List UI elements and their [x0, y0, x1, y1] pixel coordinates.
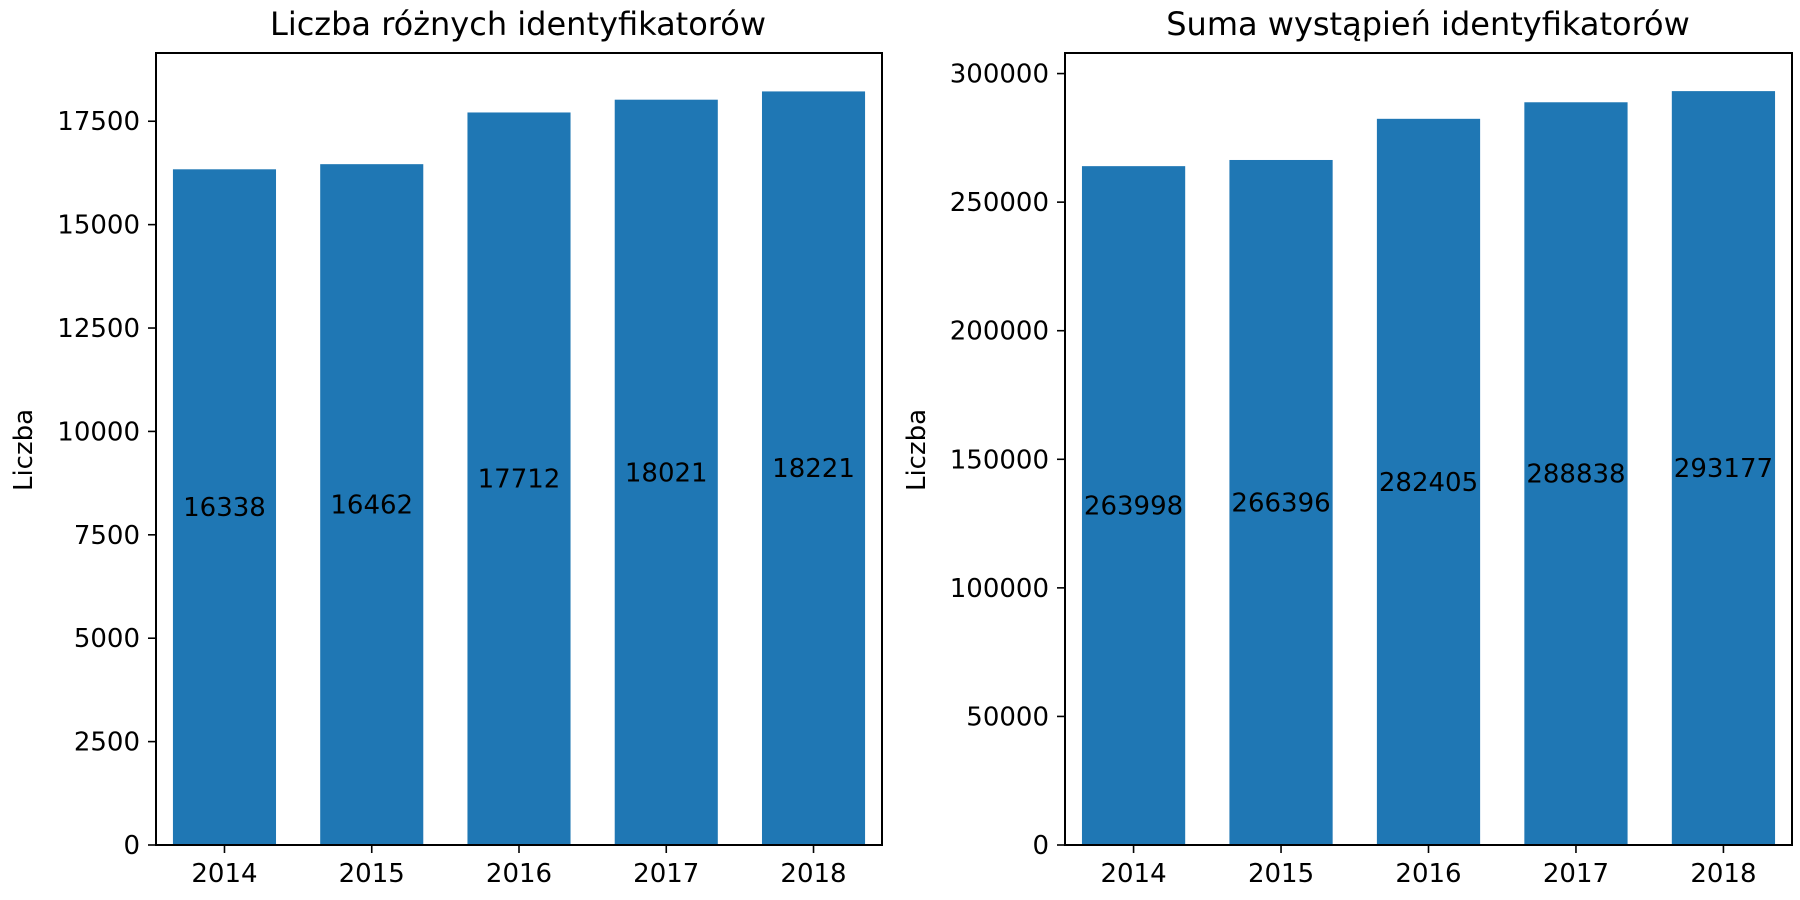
y-tick-label: 12500: [57, 314, 140, 344]
x-tick-label: 2018: [780, 859, 846, 889]
y-tick-label: 7500: [74, 521, 140, 551]
y-axis-label: Liczba: [9, 409, 39, 491]
bar-2015: [320, 164, 424, 846]
x-tick-label: 2016: [486, 859, 552, 889]
y-axis-ticks: 0 2500 5000 7500 10000 12500 15000 17500: [57, 107, 156, 861]
bar-2015: [1229, 159, 1333, 846]
data-label-2018: 293177: [1674, 454, 1773, 484]
chart-title: Suma wystąpień identyfikatorów: [1166, 5, 1690, 43]
bar-2018: [761, 91, 866, 846]
x-tick-label: 2017: [633, 859, 699, 889]
bars: [1081, 91, 1776, 846]
data-label-2015: 266396: [1231, 488, 1330, 518]
y-tick-label: 15000: [57, 211, 140, 241]
data-label-2016: 17712: [478, 465, 561, 495]
y-tick-label: 250000: [950, 188, 1049, 218]
data-label-2016: 282405: [1379, 468, 1478, 498]
x-axis-ticks: 2014 2015 2016 2017 2018: [1100, 845, 1757, 889]
x-tick-label: 2014: [191, 859, 257, 889]
data-label-2018: 18221: [772, 454, 855, 484]
data-labels: 16338 16462 17712 18021 18221: [183, 454, 855, 523]
chart-title: Liczba różnych identyfikatorów: [270, 5, 766, 43]
y-tick-label: 10000: [57, 417, 140, 447]
bar-2017: [1524, 102, 1628, 845]
bar-2016: [1376, 118, 1481, 845]
data-label-2014: 16338: [183, 493, 266, 523]
y-tick-label: 17500: [57, 107, 140, 137]
bar-2017: [614, 99, 718, 845]
x-axis-ticks: 2014 2015 2016 2017 2018: [191, 845, 847, 889]
data-label-2015: 16462: [330, 491, 413, 521]
y-axis-label: Liczba: [902, 409, 932, 491]
y-tick-label: 100000: [950, 574, 1049, 604]
y-tick-label: 300000: [950, 60, 1049, 90]
y-tick-label: 200000: [950, 317, 1049, 347]
y-tick-label: 2500: [74, 728, 140, 758]
y-axis-ticks: 0 50000 100000 150000 200000 250000 300000: [950, 60, 1065, 861]
bars: [172, 91, 866, 846]
y-tick-label: 0: [123, 831, 140, 861]
y-tick-label: 150000: [950, 445, 1049, 475]
y-tick-label: 0: [1032, 831, 1049, 861]
x-tick-label: 2017: [1543, 859, 1609, 889]
data-label-2017: 288838: [1526, 460, 1625, 490]
plot-frame: [155, 52, 883, 846]
bar-2016: [467, 112, 571, 846]
data-labels: 263998 266396 282405 288838 293177: [1084, 454, 1773, 522]
x-tick-label: 2018: [1690, 859, 1756, 889]
y-tick-label: 5000: [74, 624, 140, 654]
y-tick-label: 50000: [966, 702, 1049, 732]
x-tick-label: 2015: [339, 859, 405, 889]
chart-distinct-identifiers: Liczba różnych identyfikatorów Liczba 16…: [9, 5, 883, 889]
bar-2014: [172, 169, 277, 846]
data-label-2014: 263998: [1084, 492, 1183, 522]
plot-frame: [1064, 52, 1793, 846]
x-tick-label: 2014: [1100, 859, 1166, 889]
bar-2014: [1081, 166, 1186, 845]
chart-identifier-occurrences: Suma wystąpień identyfikatorów Liczba 26…: [902, 5, 1793, 889]
bar-2018: [1671, 91, 1776, 846]
x-tick-label: 2015: [1248, 859, 1314, 889]
x-tick-label: 2016: [1395, 859, 1461, 889]
data-label-2017: 18021: [625, 458, 708, 488]
